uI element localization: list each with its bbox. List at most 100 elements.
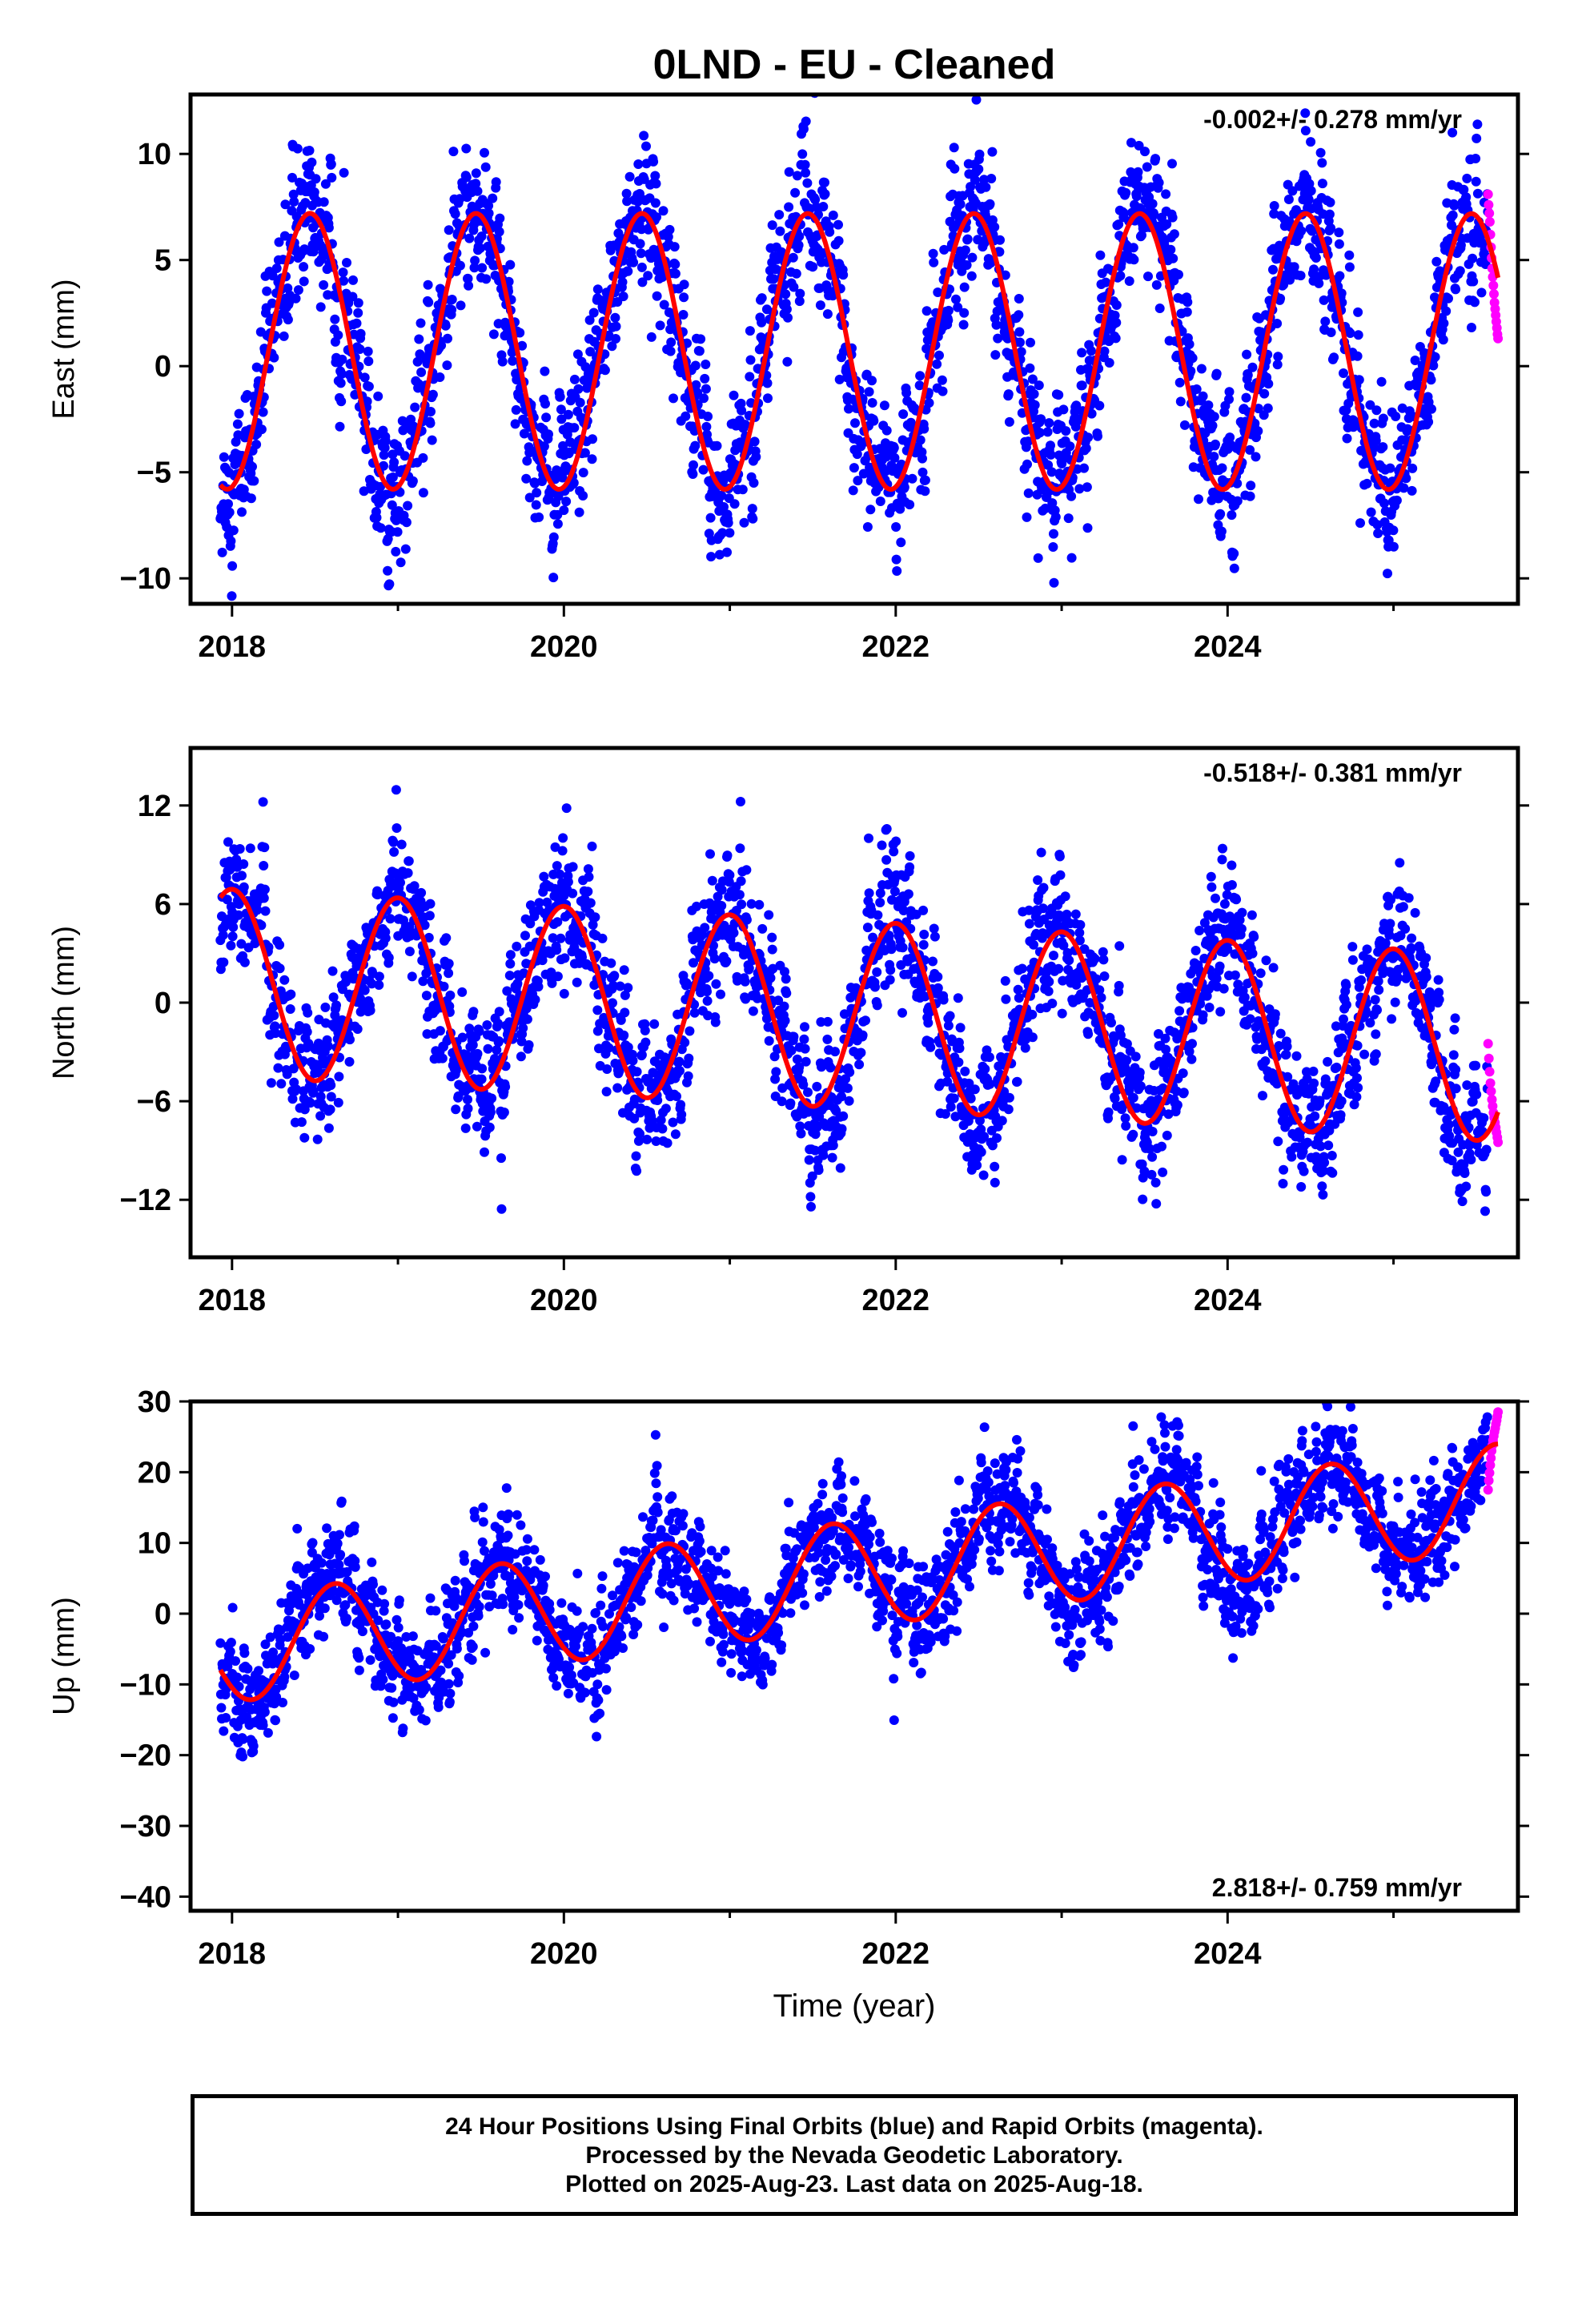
north-final-point [487, 1093, 497, 1104]
east-final-point [655, 320, 665, 331]
north-final-point [875, 888, 885, 899]
east-final-point [476, 231, 487, 242]
east-final-point [783, 312, 793, 323]
north-final-point [500, 1082, 511, 1092]
east-final-point [375, 523, 386, 533]
north-final-point [483, 1043, 493, 1054]
north-final-point [992, 1133, 1002, 1144]
figure-title: 0LND - EU - Cleaned [653, 42, 1056, 88]
north-final-point [485, 1107, 496, 1117]
east-final-point [380, 436, 391, 446]
east-final-point [915, 371, 926, 381]
east-final-point [311, 174, 321, 184]
north-final-point [502, 986, 512, 996]
east-final-point [383, 565, 393, 576]
north-final-point [953, 993, 963, 1003]
north-final-point [1317, 1181, 1327, 1192]
north-final-point [942, 1076, 953, 1087]
east-final-point [1211, 368, 1222, 379]
east-final-point [693, 388, 703, 398]
east-final-point [1003, 389, 1014, 400]
east-final-point [1462, 173, 1472, 183]
north-final-point [976, 1147, 986, 1157]
north-final-point [656, 1115, 666, 1125]
east-final-point [986, 174, 997, 183]
east-final-point [249, 476, 259, 486]
east-final-point [962, 234, 973, 244]
east-final-point [1243, 370, 1253, 380]
north-final-point [1147, 1127, 1158, 1136]
east-final-point [288, 189, 299, 199]
east-final-point [892, 566, 902, 576]
east-final-point [348, 275, 358, 285]
east-final-point [691, 380, 701, 390]
east-final-point [808, 262, 818, 272]
east-final-point [1403, 424, 1412, 434]
north-final-point [675, 1066, 685, 1076]
north-final-point [950, 1112, 961, 1122]
east-final-point [1472, 188, 1483, 199]
north-final-point [856, 1047, 866, 1058]
east-final-point [1049, 529, 1058, 539]
east-final-point [637, 277, 648, 287]
east-x-tick-label: 2024 [1194, 630, 1262, 664]
north-final-point [472, 1121, 482, 1132]
east-final-point [587, 454, 597, 464]
east-final-point [387, 472, 398, 482]
north-final-point [1044, 976, 1054, 987]
east-final-point [472, 186, 483, 196]
north-final-point [1282, 1041, 1292, 1051]
north-final-point [1336, 1096, 1347, 1106]
east-final-point [669, 393, 678, 404]
east-final-point [939, 244, 950, 255]
north-final-point [722, 850, 733, 861]
east-final-point [556, 404, 566, 415]
east-final-point [1216, 526, 1227, 537]
north-final-point [777, 1096, 787, 1107]
east-final-point [1036, 414, 1046, 424]
north-final-point [1138, 1194, 1148, 1204]
east-final-point [219, 452, 229, 462]
north-final-point [837, 1124, 847, 1134]
east-final-point [1242, 349, 1252, 360]
east-final-point [1447, 127, 1458, 138]
east-final-point [1083, 432, 1094, 443]
east-final-point [953, 302, 963, 312]
east-final-point [1315, 147, 1326, 158]
north-final-point [530, 995, 540, 1005]
north-final-point [468, 1007, 479, 1017]
east-final-point [1094, 400, 1105, 411]
east-final-point [1203, 400, 1214, 410]
north-final-point [1206, 871, 1216, 882]
north-final-point [1231, 895, 1242, 905]
east-frame [188, 92, 1520, 606]
north-final-point [680, 1037, 690, 1047]
north-final-point [786, 1045, 797, 1055]
east-final-point [539, 441, 549, 452]
east-rapid-point [1484, 217, 1495, 227]
east-final-point [617, 277, 628, 287]
north-final-point [1043, 986, 1054, 996]
east-final-point [1256, 327, 1267, 337]
east-final-point [1455, 266, 1465, 276]
north-final-point [568, 888, 578, 899]
east-final-point [951, 294, 961, 304]
east-final-point [1186, 366, 1196, 376]
north-final-point [552, 971, 563, 982]
north-final-point [326, 1092, 336, 1102]
east-final-point [440, 320, 451, 331]
east-final-point [1245, 491, 1255, 501]
north-final-point [930, 931, 940, 942]
east-final-point [929, 257, 939, 267]
east-final-point [622, 196, 632, 207]
north-final-point [1347, 955, 1358, 965]
north-final-point [577, 952, 587, 963]
north-final-point [1339, 1014, 1348, 1024]
north-final-point [597, 933, 608, 943]
east-final-point [435, 372, 445, 382]
north-final-point [590, 912, 600, 923]
north-final-point [494, 1036, 504, 1046]
north-final-point [1106, 1018, 1116, 1027]
north-final-point [1110, 1093, 1120, 1104]
east-x-tick-label: 2020 [530, 630, 598, 664]
